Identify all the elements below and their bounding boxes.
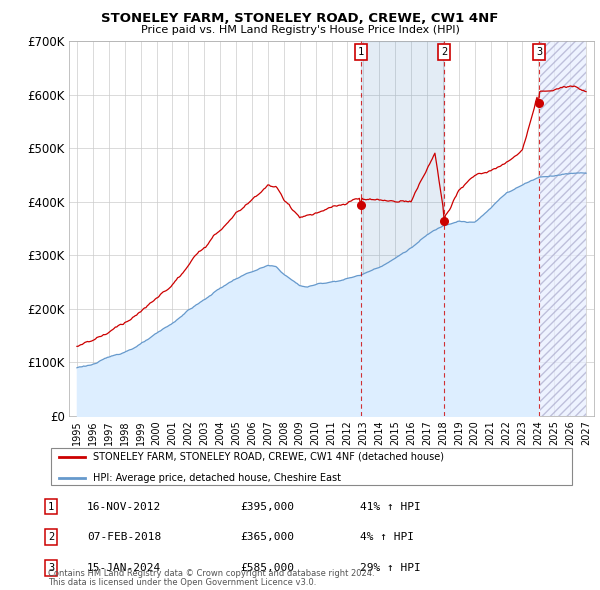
Text: 15-JAN-2024: 15-JAN-2024	[87, 563, 161, 573]
Text: 3: 3	[536, 47, 542, 57]
Text: £365,000: £365,000	[240, 532, 294, 542]
Text: Price paid vs. HM Land Registry's House Price Index (HPI): Price paid vs. HM Land Registry's House …	[140, 25, 460, 35]
FancyBboxPatch shape	[50, 447, 572, 485]
Text: STONELEY FARM, STONELEY ROAD, CREWE, CW1 4NF (detached house): STONELEY FARM, STONELEY ROAD, CREWE, CW1…	[93, 451, 444, 461]
Text: 1: 1	[358, 47, 364, 57]
Text: STONELEY FARM, STONELEY ROAD, CREWE, CW1 4NF: STONELEY FARM, STONELEY ROAD, CREWE, CW1…	[101, 12, 499, 25]
Text: 4% ↑ HPI: 4% ↑ HPI	[360, 532, 414, 542]
Text: £395,000: £395,000	[240, 502, 294, 512]
Bar	[361, 41, 445, 416]
Text: 16-NOV-2012: 16-NOV-2012	[87, 502, 161, 512]
Text: 41% ↑ HPI: 41% ↑ HPI	[360, 502, 421, 512]
Text: 2: 2	[48, 532, 54, 542]
Text: 2: 2	[442, 47, 448, 57]
Text: 07-FEB-2018: 07-FEB-2018	[87, 532, 161, 542]
Text: 29% ↑ HPI: 29% ↑ HPI	[360, 563, 421, 573]
Text: 1: 1	[48, 502, 54, 512]
Text: Contains HM Land Registry data © Crown copyright and database right 2024.: Contains HM Land Registry data © Crown c…	[48, 569, 374, 578]
Text: 3: 3	[48, 563, 54, 573]
Text: This data is licensed under the Open Government Licence v3.0.: This data is licensed under the Open Gov…	[48, 578, 316, 587]
Text: HPI: Average price, detached house, Cheshire East: HPI: Average price, detached house, Ches…	[93, 473, 341, 483]
Text: £585,000: £585,000	[240, 563, 294, 573]
